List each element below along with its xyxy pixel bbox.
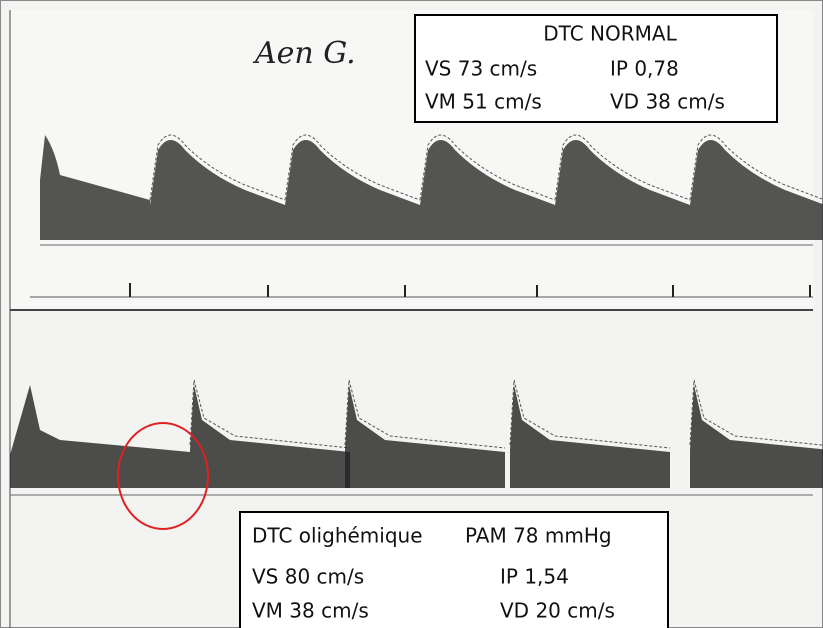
bottom-trace <box>10 379 823 496</box>
oligemic-title: DTC olighémique <box>252 524 423 548</box>
oligemic-value: VD 20 cm/s <box>500 599 615 623</box>
normal-value: IP 0,78 <box>610 57 679 81</box>
oligemic-value: VM 38 cm/s <box>252 599 369 623</box>
normal-value: VS 73 cm/s <box>425 57 537 81</box>
normal-box <box>414 14 778 123</box>
oligemic-value: IP 1,54 <box>500 565 569 589</box>
normal-value: VM 51 cm/s <box>425 90 542 114</box>
oligemic-value: VS 80 cm/s <box>252 565 364 589</box>
top-trace <box>30 134 823 298</box>
normal-value: VD 38 cm/s <box>610 90 725 114</box>
highlight-circle <box>117 422 209 530</box>
oligemic-pressure: PAM 78 mmHg <box>465 524 612 548</box>
oligemic-box <box>239 511 669 628</box>
handwritten-note: Aen G. <box>252 36 356 71</box>
normal-title: DTC NORMAL <box>543 22 677 46</box>
